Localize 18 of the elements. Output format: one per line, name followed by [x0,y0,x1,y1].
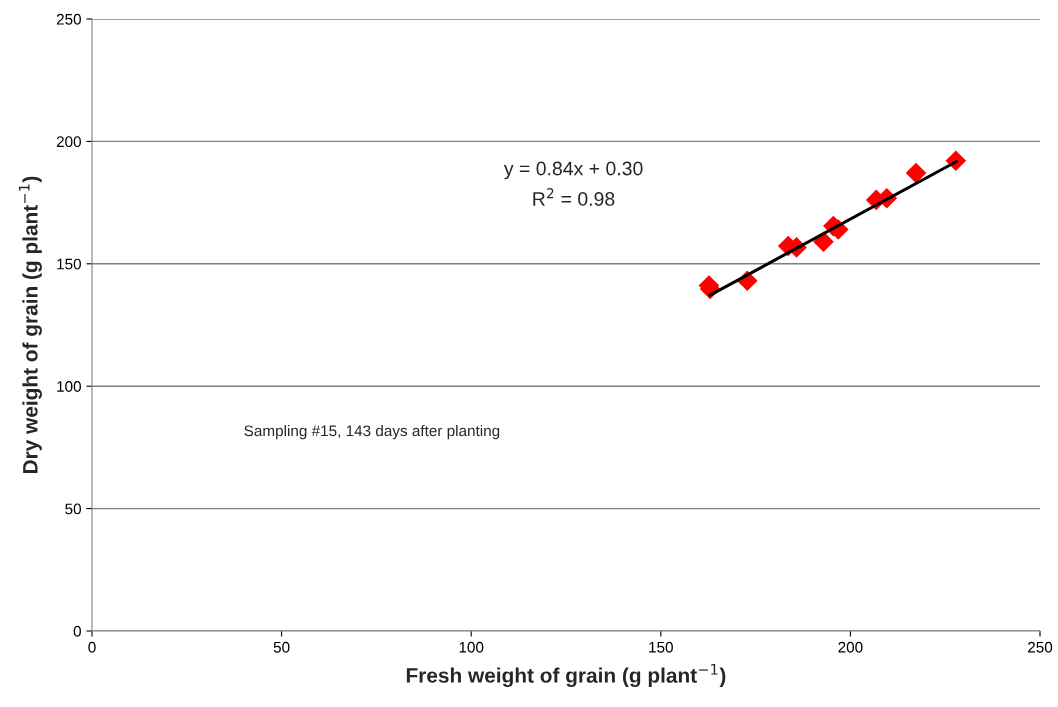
x-tick-label: 250 [1028,641,1053,653]
x-tick-label: 150 [649,641,673,653]
y-tick-label: 250 [56,13,81,25]
x-tick-label: 50 [273,641,290,653]
annotation: y = 0.84x + 0.30 [503,161,643,180]
x-tick-label: 100 [459,641,484,653]
y-tick-label: 200 [56,136,81,148]
x-axis-title: Fresh weight of grain (g plant$^{−1}$) [406,663,726,688]
y-tick-label: 50 [65,503,81,515]
x-tick-label: 0 [88,641,96,653]
annotation: R$^{2}$ = 0.98 [533,188,615,206]
x-tick-label: 200 [838,641,863,653]
y-tick-label: 100 [57,381,81,392]
point [905,162,927,184]
y-axis-title: Dry weight of grain (g plant$^{−1}$) [18,176,42,474]
y-tick-label: 0 [73,625,81,637]
y-tick-label: 150 [57,258,81,270]
annotation: Sampling #15, 143 days after planting [244,424,500,440]
